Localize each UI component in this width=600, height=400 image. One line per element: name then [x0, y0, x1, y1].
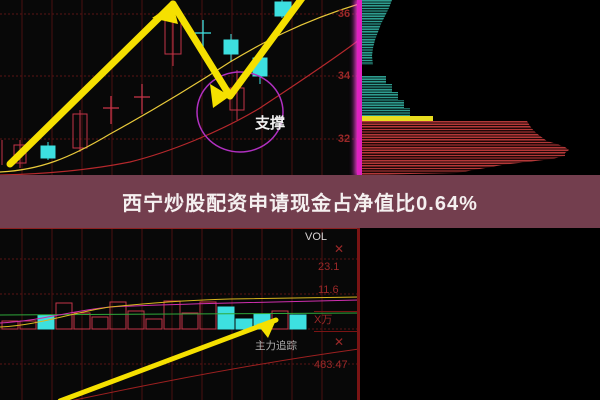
svg-text:主力追踪: 主力追踪 [255, 339, 297, 352]
svg-text:支撑: 支撑 [254, 114, 285, 132]
